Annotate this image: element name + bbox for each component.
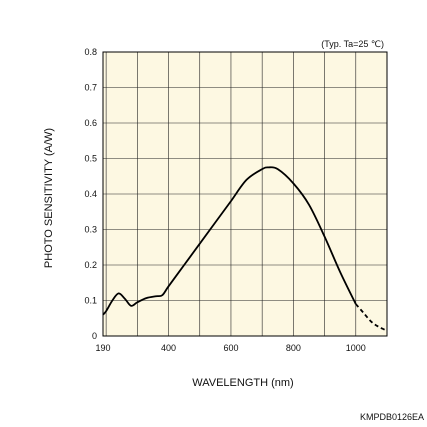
y-tick-label: 0.1 <box>84 296 97 306</box>
series-line-extrapolated <box>355 303 388 332</box>
y-tick-label: 0.3 <box>84 225 97 235</box>
y-tick-label: 0.6 <box>84 118 97 128</box>
x-tick-label: 400 <box>161 343 176 353</box>
x-tick-label: 800 <box>286 343 301 353</box>
y-tick-label: 0.4 <box>84 189 97 199</box>
plot-frame <box>102 51 388 337</box>
x-tick-label: 600 <box>223 343 238 353</box>
grid <box>103 52 387 336</box>
x-tick-labels: 190 400 600 800 1000 <box>95 343 365 353</box>
y-tick-label: 0.5 <box>84 154 97 164</box>
y-tick-label: 0.2 <box>84 260 97 270</box>
y-tick-label: 0.8 <box>84 47 97 57</box>
x-tick-label: 1000 <box>346 343 366 353</box>
figure-code: KMPDB0126EA <box>360 412 424 422</box>
conditions-note: (Typ. Ta=25 ℃) <box>321 39 384 49</box>
y-axis-title: PHOTO SENSITIVITY (A/W) <box>43 128 55 268</box>
x-tick-label: 190 <box>95 343 110 353</box>
y-tick-labels: 0 0.1 0.2 0.3 0.4 0.5 0.6 0.7 0.8 <box>84 47 97 341</box>
series-group <box>102 166 388 332</box>
series-line-sensitivity <box>102 166 357 316</box>
y-tick-label: 0 <box>92 331 97 341</box>
x-axis-title: WAVELENGTH (nm) <box>192 377 293 389</box>
y-tick-label: 0.7 <box>84 83 97 93</box>
